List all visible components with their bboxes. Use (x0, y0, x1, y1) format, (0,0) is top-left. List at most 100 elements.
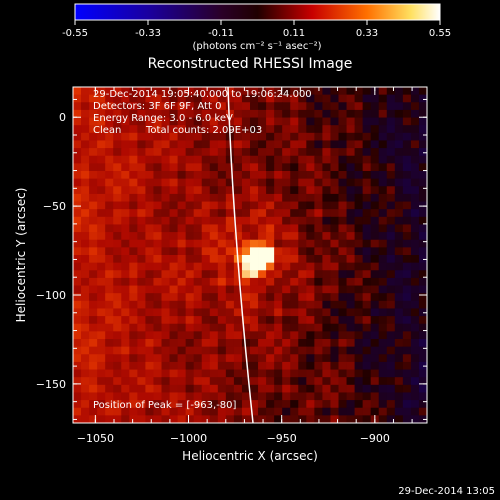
heatmap-cell (193, 209, 203, 218)
heatmap-cell (129, 239, 138, 248)
heatmap-cell (274, 193, 283, 202)
heatmap-cell (274, 102, 283, 111)
heatmap-cell (402, 109, 412, 118)
heatmap-cell (241, 247, 251, 256)
heatmap-cell (177, 400, 187, 409)
heatmap-cell (290, 102, 299, 111)
heatmap-cell (217, 285, 227, 294)
heatmap-cell (354, 392, 364, 401)
heatmap-cell (298, 125, 307, 134)
heatmap-cell (338, 354, 347, 363)
heatmap-cell (97, 346, 106, 355)
heatmap-cell (97, 140, 106, 149)
heatmap-cell (233, 323, 243, 332)
heatmap-cell (314, 300, 323, 309)
heatmap-cell (129, 163, 138, 172)
heatmap-cell (338, 232, 347, 241)
heatmap-cell (362, 415, 372, 423)
heatmap-cell (322, 102, 331, 111)
heatmap-cell (346, 339, 355, 348)
heatmap-cell (241, 308, 251, 317)
heatmap-cell (233, 293, 243, 302)
heatmap-cell (354, 407, 364, 416)
heatmap-cell (185, 262, 195, 271)
solar-limb-line (227, 87, 254, 423)
heatmap-cell (81, 255, 90, 264)
heatmap-cell (378, 255, 388, 264)
heatmap-cell (330, 193, 339, 202)
heatmap-cell (121, 400, 130, 409)
heatmap-cell (145, 193, 154, 202)
heatmap-cell (346, 346, 355, 355)
heatmap-cell (153, 316, 162, 325)
heatmap-cell (338, 239, 347, 248)
heatmap-cell (266, 262, 275, 271)
heatmap-cell (177, 155, 187, 164)
heatmap-cell (322, 270, 331, 279)
heatmap-cell (113, 415, 122, 423)
heatmap-cell (402, 346, 412, 355)
heatmap-cell (362, 361, 372, 370)
heatmap-cell (97, 178, 106, 187)
heatmap-cell (89, 339, 98, 348)
heatmap-cell (169, 277, 178, 286)
heatmap-cell (418, 201, 427, 210)
heatmap-cell (73, 400, 82, 409)
heatmap-cell (306, 339, 315, 348)
heatmap-cell (153, 125, 162, 134)
heatmap-cell (418, 193, 427, 202)
heatmap-cell (418, 308, 427, 317)
heatmap-cell (81, 132, 90, 141)
heatmap-cell (129, 300, 138, 309)
heatmap-cell (153, 392, 162, 401)
heatmap-cell (402, 255, 412, 264)
heatmap-cell (73, 270, 82, 279)
heatmap-cell (370, 255, 380, 264)
heatmap-cell (410, 300, 420, 309)
heatmap-cell (169, 216, 178, 225)
heatmap-cell (161, 171, 170, 180)
heatmap-cell (290, 117, 299, 126)
heatmap-cell (346, 171, 355, 180)
heatmap-cell (129, 400, 138, 409)
heatmap-cell (241, 323, 251, 332)
heatmap-cell (105, 224, 114, 233)
heatmap-cell (153, 285, 162, 294)
heatmap-cell (105, 316, 114, 325)
heatmap-cell (410, 171, 420, 180)
heatmap-cell (105, 255, 114, 264)
heatmap-cell (241, 224, 251, 233)
heatmap-cell (282, 331, 291, 340)
heatmap-cell (274, 178, 283, 187)
heatmap-cell (129, 232, 138, 241)
heatmap-cell (177, 300, 187, 309)
heatmap-cell (225, 346, 235, 355)
heatmap-cell (113, 392, 122, 401)
heatmap-cell (282, 392, 291, 401)
heatmap-cell (137, 117, 146, 126)
heatmap-cell (346, 354, 355, 363)
heatmap-cell (81, 339, 90, 348)
heatmap-cell (402, 201, 412, 210)
heatmap-cell (346, 178, 355, 187)
heatmap-cell (89, 163, 98, 172)
heatmap-cell (161, 354, 170, 363)
heatmap-cell (209, 232, 219, 241)
heatmap-cell (97, 300, 106, 309)
heatmap-cell (306, 369, 315, 378)
heatmap-cell (105, 239, 114, 248)
heatmap-cell (298, 178, 307, 187)
heatmap-cell (290, 384, 299, 393)
heatmap-cell (185, 224, 195, 233)
heatmap-cell (346, 270, 355, 279)
heatmap-cell (338, 369, 347, 378)
heatmap-cell (370, 232, 380, 241)
heatmap-cell (97, 270, 106, 279)
heatmap-cell (217, 224, 227, 233)
heatmap-cell (354, 346, 364, 355)
heatmap-cell (346, 316, 355, 325)
heatmap-cell (394, 407, 404, 416)
heatmap-cell (258, 293, 267, 302)
heatmap-cell (282, 339, 291, 348)
heatmap-cell (241, 109, 251, 118)
